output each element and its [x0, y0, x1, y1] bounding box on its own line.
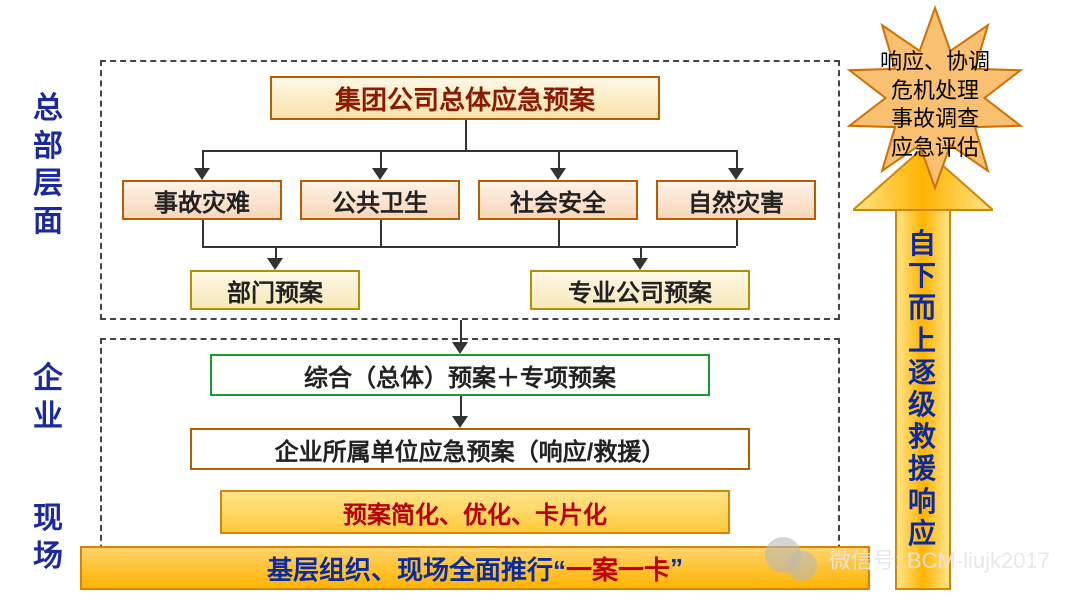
- wechat-icon: [763, 531, 819, 587]
- cat-accident: 事故灾难: [122, 180, 282, 220]
- hq-title-node: 集团公司总体应急预案: [270, 76, 660, 120]
- ent-green-node: 综合（总体）预案＋专项预案: [210, 354, 710, 396]
- ent-mid-node: 企业所属单位应急预案（响应/救援）: [190, 428, 750, 470]
- cat-health: 公共卫生: [300, 180, 460, 220]
- cat-disaster: 自然灾害: [656, 180, 816, 220]
- ent-bottom-bar: 基层组织、现场全面推行“ 一案一卡 ”: [80, 546, 870, 590]
- side-label-site: 现场: [28, 500, 68, 575]
- bar-prefix: 基层组织、现场全面推行“: [267, 550, 566, 587]
- sub-dept: 部门预案: [190, 270, 360, 310]
- watermark-label: 微信号: BCM-liujk2017: [829, 543, 1050, 575]
- big-arrow-text: 自下而上逐级救援响应: [905, 228, 939, 550]
- bar-highlight: 一案一卡: [566, 550, 670, 587]
- star-text: 响应、协调危机处理事故调查应急评估: [860, 48, 1010, 162]
- watermark: 微信号: BCM-liujk2017: [763, 531, 1050, 587]
- side-label-ent: 企业: [28, 360, 68, 435]
- sub-company: 专业公司预案: [530, 270, 750, 310]
- bar-suffix: ”: [670, 553, 683, 584]
- cat-security: 社会安全: [478, 180, 638, 220]
- side-label-hq: 总部层面: [28, 90, 68, 240]
- ent-orange-node: 预案简化、优化、卡片化: [220, 490, 730, 534]
